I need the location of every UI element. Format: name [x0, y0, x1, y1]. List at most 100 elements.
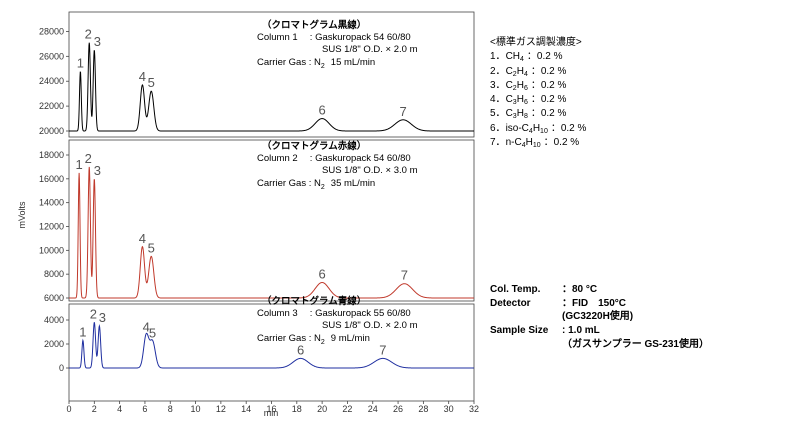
gas-item-num: 6．: [490, 122, 506, 134]
detector-label: Detector: [490, 297, 531, 309]
x-tick-label: 20: [317, 404, 327, 414]
gas-item-pre: C: [505, 108, 513, 120]
panel-2: 6000 8000 10000 12000 14000 16000 18000 1 23 45 6 7…: [39, 139, 475, 303]
gas-item-pre: C: [505, 79, 513, 91]
peak-label: 5: [148, 75, 155, 90]
peak-label: 6: [297, 342, 304, 357]
x-tick-label: 8: [168, 404, 173, 414]
gas-item-mid: H: [532, 122, 541, 134]
x-tick-label: 0: [66, 404, 71, 414]
panel-1: 20000 22000 24000 26000 28000 12 3 4 5 6 7 （クロマトグラム…: [39, 11, 475, 138]
sample-size-value: : 1.0 mL: [562, 325, 600, 337]
gas-item-mid: H: [516, 79, 524, 91]
gas-item-sub2: 6: [523, 84, 528, 92]
detector-note: (GC3220H使用): [562, 311, 634, 323]
chromatogram-title: （クロマトグラム黒線）: [262, 19, 366, 31]
x-tick-label: 28: [418, 404, 428, 414]
trace-line: [69, 166, 474, 299]
gas-item-num: 7．: [490, 137, 506, 149]
gas-concentration-items: 1．CH4 ：0.2 % 2．C2H4 ：0.2 % 3．C2H6 ：0.2 % 4．C3H…: [490, 50, 586, 150]
peak-label: 2: [85, 27, 92, 42]
peak-label: 3: [94, 163, 101, 178]
gas-item-pre: C: [505, 94, 513, 106]
x-tick-label: 18: [292, 404, 302, 414]
x-tick-label: 30: [444, 404, 454, 414]
y-tick-label: 14000: [39, 198, 64, 208]
col-temp-value: ：80 °C: [562, 284, 598, 295]
column-line-1: Column 1 : Gaskuropack 54 60/80: [257, 32, 411, 43]
gas-item-pre: n-C: [505, 137, 522, 149]
x-tick-label: 32: [469, 404, 479, 414]
gas-item-mid: H: [516, 65, 524, 77]
peak-label: 6: [319, 103, 326, 118]
peak-label: 4: [139, 231, 146, 246]
x-tick-label: 10: [191, 404, 201, 414]
y-tick-label: 10000: [39, 245, 64, 255]
y-tick-label: 8000: [44, 269, 64, 279]
gas-item-pre: CH: [505, 51, 521, 63]
x-tick-label: 4: [117, 404, 122, 414]
gas-concentration-heading: <標準ガス調製濃度>: [490, 37, 582, 48]
y-tick-label: 18000: [39, 150, 64, 160]
column-line-1: Column 3 : Gaskuropack 55 60/80: [257, 308, 411, 319]
peak-label: 7: [400, 104, 407, 119]
trace-line: [69, 322, 474, 369]
peak-label: 1: [77, 55, 84, 70]
gas-item: 1．CH4 ：0.2 %: [490, 50, 586, 64]
peak-label: 2: [90, 306, 97, 321]
gas-item-mid: H: [516, 108, 524, 120]
x-tick-label: 22: [342, 404, 352, 414]
gas-item-conc: ：0.2 %: [530, 108, 567, 120]
peak-label: 2: [85, 151, 92, 166]
gas-concentration-list: <標準ガス調製濃度> 1．CH4 ：0.2 % 2．C2H4 ：0.2 % 3．C2H6…: [490, 36, 586, 150]
chromatogram-title: （クロマトグラム青線）: [262, 295, 366, 307]
col-temp-label: Col. Temp.: [490, 284, 541, 295]
column-line-2: SUS 1/8" O.D. × 3.0 m: [322, 165, 418, 176]
gas-item-conc: ：0.2 %: [530, 79, 567, 91]
gas-item-num: 3．: [490, 79, 506, 91]
gas-item: 2．C2H4 ：0.2 %: [490, 65, 586, 79]
gas-item-sub2: 10: [532, 142, 541, 150]
gas-item-conc: ：0.2 %: [550, 122, 587, 134]
gas-item-sub: 4: [520, 56, 524, 64]
gas-item-num: 2．: [490, 65, 506, 77]
column-line-1: Column 2 : Gaskuropack 54 60/80: [257, 153, 411, 164]
gas-item: 7．n-C4H10 ：0.2 %: [490, 136, 586, 150]
y-tick-label: 24000: [39, 76, 64, 86]
gas-item-num: 5．: [490, 108, 506, 120]
y-tick-label: 2000: [44, 339, 64, 349]
x-tick-label: 16: [266, 404, 276, 414]
gas-item-sub: 4: [521, 142, 526, 150]
peak-label: 5: [148, 240, 155, 255]
y-tick-label: 28000: [39, 26, 64, 36]
x-axis-label: min: [264, 408, 279, 418]
x-tick-label: 26: [393, 404, 403, 414]
gas-item-sub: 3: [512, 113, 517, 121]
gas-item-conc: ：0.2 %: [543, 137, 580, 149]
gas-item-sub2: 4: [523, 70, 528, 78]
detector-value: ：FID 150°C: [562, 297, 627, 309]
panel-frame: [68, 139, 475, 302]
gas-item-num: 4．: [490, 94, 506, 106]
detector-note-row: (GC3220H使用): [490, 310, 709, 324]
y-tick-label: 12000: [39, 222, 64, 232]
panel-frame: [68, 11, 475, 138]
carrier-gas-line: Carrier Gas : N2 35 mL/min: [257, 178, 375, 191]
col-temp-row: Col. Temp. ：80 °C: [490, 283, 709, 297]
gas-item-conc: ：0.2 %: [530, 94, 567, 106]
x-tick-label: 12: [216, 404, 226, 414]
gas-item-conc: ：0.2 %: [530, 65, 567, 77]
x-tick-label: 2: [92, 404, 97, 414]
carrier-gas-line: Carrier Gas : N2 15 mL/min: [257, 57, 375, 70]
y-tick-label: 22000: [39, 101, 64, 111]
carrier-gas-line: Carrier Gas : N2 9 mL/min: [257, 333, 370, 346]
peak-label: 4: [139, 69, 146, 84]
y-tick-label: 4000: [44, 315, 64, 325]
gas-item-sub2: 6: [523, 99, 528, 107]
gas-item-mid: H: [516, 94, 524, 106]
chromatogram-title: （クロマトグラム赤線）: [262, 140, 366, 152]
gas-item-sub2: 8: [523, 113, 528, 121]
x-tick-label: 24: [368, 404, 378, 414]
peak-label: 4: [143, 320, 150, 335]
